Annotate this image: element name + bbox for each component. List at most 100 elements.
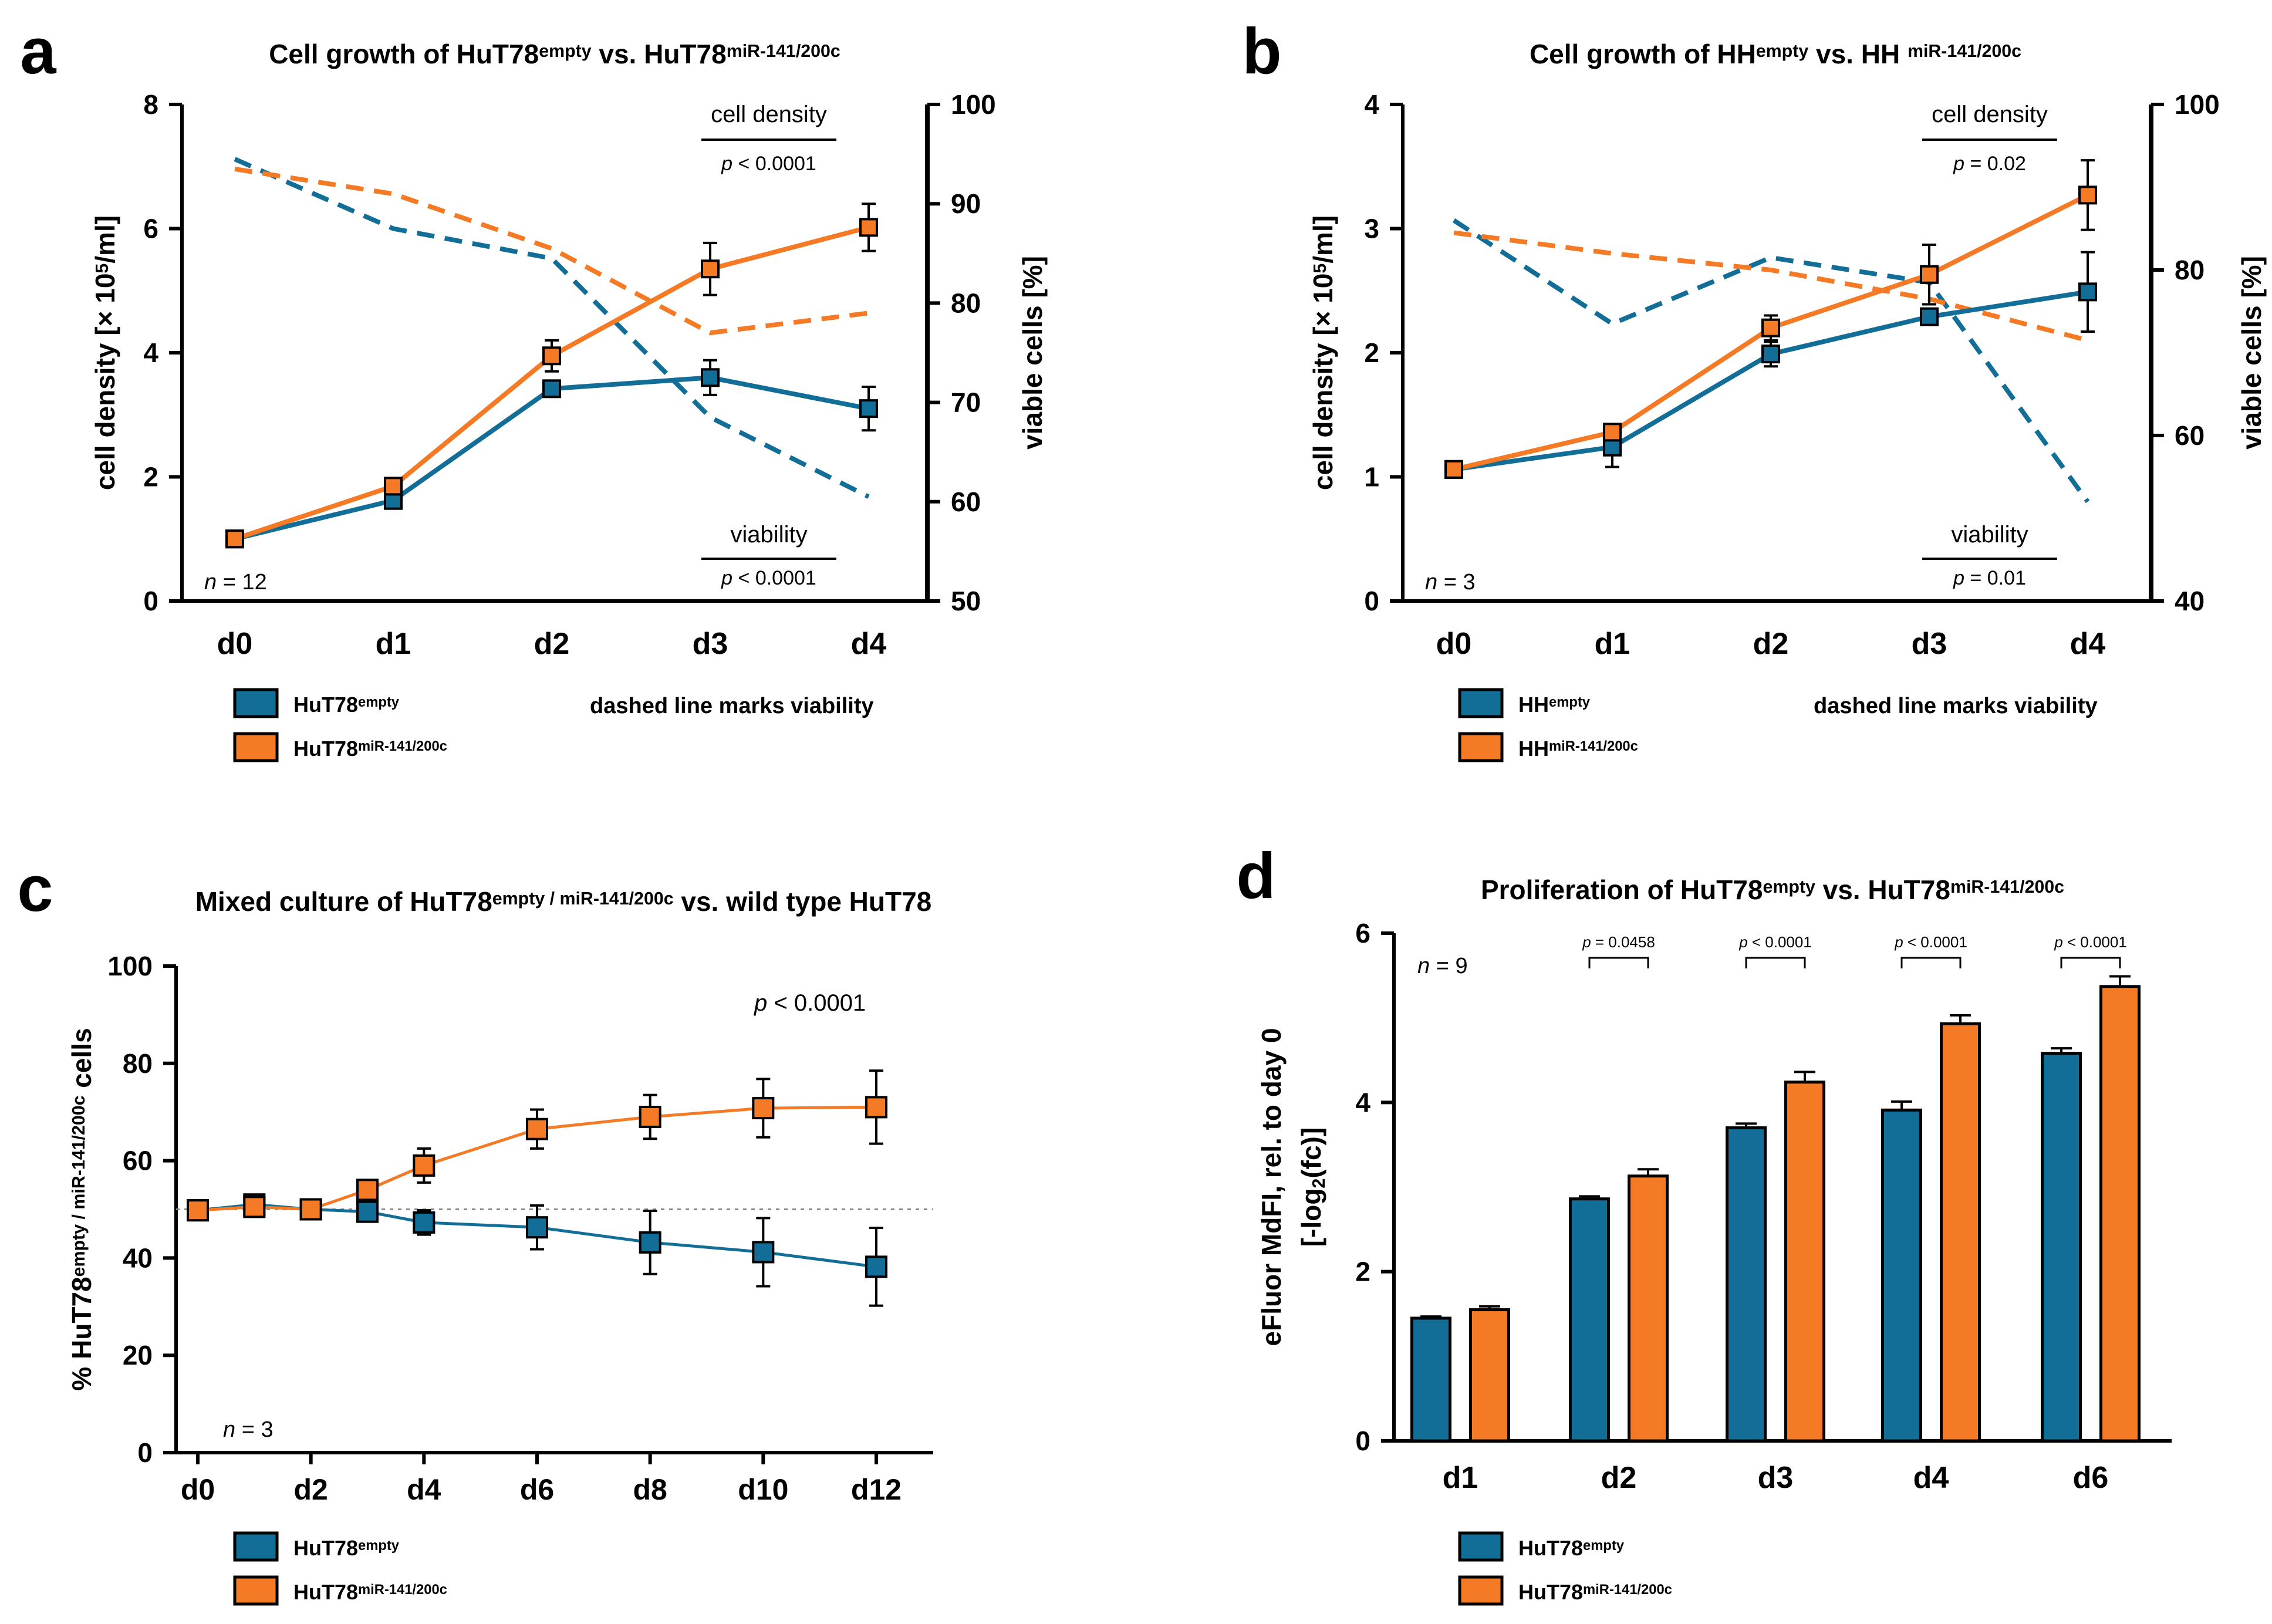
y-tick-label: 3 — [1364, 214, 1379, 244]
y2-tick-label: 40 — [2175, 586, 2205, 616]
y-tick-label: 0 — [143, 586, 158, 616]
y-axis-label-part: 5 — [93, 264, 112, 274]
y2-tick-label: 100 — [2175, 89, 2220, 120]
x-tick-label: d4 — [407, 1473, 441, 1506]
y-axis-label-part: /ml] — [1308, 215, 1338, 264]
data-point-empty — [752, 1241, 775, 1264]
n-label-part: n — [1417, 954, 1430, 978]
data-point-mir — [1603, 423, 1622, 442]
data-point-mir — [865, 1096, 887, 1119]
legend-note: dashed line marks viability — [590, 694, 874, 718]
legend-swatch-empty — [1458, 1531, 1504, 1562]
legend-label-part: miR-141/200c — [1583, 1582, 1672, 1598]
data-point-mir — [701, 259, 720, 279]
annotation-label: viability — [730, 522, 807, 548]
panel-letter: c — [17, 853, 53, 925]
p-value-label-part: < 0.0001 — [732, 567, 816, 589]
x-tick-label: d2 — [1601, 1461, 1637, 1495]
bar-empty — [2041, 1052, 2082, 1443]
panel-letter: b — [1242, 15, 1281, 87]
p-value-label-part: p — [721, 153, 732, 175]
y2-tick-label: 90 — [951, 188, 981, 219]
legend-label-part: empty — [1583, 1538, 1625, 1554]
bar-empty — [1881, 1108, 1922, 1443]
legend-label: HuT78miR-141/200c — [293, 737, 447, 761]
data-point-mir — [384, 477, 403, 496]
chart-title-part: vs. HH — [1808, 39, 1908, 69]
x-tick-label: d8 — [633, 1473, 667, 1506]
data-point-empty — [542, 379, 561, 399]
x-tick-label: d1 — [1443, 1461, 1478, 1495]
y-tick-label: 2 — [143, 462, 158, 492]
chart-title-part: vs. HuT78 — [592, 39, 727, 69]
panel-letter: a — [20, 15, 56, 87]
chart-title: Cell growth of HHempty vs. HH miR-141/20… — [1530, 39, 2021, 69]
data-point-empty — [701, 368, 720, 387]
y-axis-label: eFluor MdFI, rel. to day 0 — [1256, 1028, 1287, 1346]
legend-label: HHempty — [1518, 693, 1591, 717]
y2-tick-label: 80 — [951, 288, 981, 318]
chart-title: Proliferation of HuT78empty vs. HuT78miR… — [1481, 875, 2064, 905]
panel-c: c Mixed culture of HuT78empty / miR-141/2… — [17, 853, 933, 1606]
y-tick-label: 4 — [1364, 89, 1379, 120]
y-axis-label-line2-part: (fc)] — [1296, 1127, 1326, 1179]
y-axis-label-line2-part: 2 — [1309, 1179, 1329, 1189]
legend-label-part: HH — [1518, 693, 1549, 717]
x-tick-label: d1 — [376, 627, 411, 661]
bar-mir — [1628, 1174, 1669, 1443]
y-tick-label: 100 — [107, 951, 153, 981]
y-axis-label-part: 5 — [1311, 264, 1330, 274]
p-value-label-part: p — [721, 567, 732, 589]
x-tick-label: d4 — [2070, 627, 2106, 661]
chart-title-part: empty — [1763, 877, 1815, 897]
p-value-label: p = 0.02 — [1953, 153, 2026, 175]
annotation-label: cell density — [1932, 102, 2048, 127]
y2-tick-label: 70 — [951, 387, 981, 418]
legend-label-part: empty — [1549, 694, 1591, 710]
panel-b: b Cell growth of HHempty vs. HH miR-141/2… — [1242, 15, 2267, 762]
data-point-empty — [2078, 282, 2097, 302]
p-value-label: p < 0.0001 — [721, 153, 816, 175]
legend-label: HuT78miR-141/200c — [293, 1580, 447, 1604]
p-value-label: p < 0.0001 — [1738, 933, 1812, 951]
p-value-label-part: p — [1894, 933, 1903, 951]
x-tick-label: d6 — [520, 1473, 554, 1506]
data-point-mir — [1761, 318, 1780, 337]
data-point-empty — [865, 1255, 887, 1278]
viability-line-empty — [1452, 218, 2090, 504]
y-tick-label: 8 — [143, 89, 158, 120]
x-tick-label: d3 — [1758, 1461, 1794, 1495]
y2-axis-label: viable cells [%] — [2236, 256, 2267, 450]
annotation-label: cell density — [711, 102, 827, 127]
bar-empty — [1726, 1126, 1767, 1443]
x-tick-label: d6 — [2073, 1461, 2109, 1495]
n-label-part: n — [223, 1417, 235, 1442]
p-value-label-part: p — [1738, 933, 1747, 951]
x-tick-label: d1 — [1595, 627, 1630, 661]
data-point-mir — [299, 1198, 322, 1221]
legend-label: HHmiR-141/200c — [1518, 737, 1638, 761]
p-value-label-part: = 0.01 — [1964, 567, 2026, 589]
p-value-label: p = 0.0458 — [1582, 933, 1655, 951]
p-value-label-part: p — [754, 990, 767, 1016]
legend-label: HuT78empty — [1518, 1536, 1625, 1560]
x-tick-label: d12 — [851, 1473, 902, 1506]
legend-label-part: HuT78 — [293, 1536, 358, 1560]
data-point-mir — [187, 1199, 209, 1222]
y-axis-label-line2-part: [-log — [1296, 1189, 1326, 1247]
y-tick-label: 2 — [1364, 337, 1379, 368]
p-value-label-part: p — [2054, 933, 2062, 951]
n-label: n = 3 — [1425, 570, 1476, 595]
legend-swatch-mir — [233, 1575, 279, 1606]
legend-label-part: empty — [358, 694, 400, 710]
bar-mir — [2099, 985, 2141, 1443]
n-label: n = 12 — [204, 570, 267, 595]
n-label-part: n — [1425, 570, 1437, 595]
data-point-empty — [1761, 345, 1780, 364]
x-tick-label: d0 — [217, 627, 253, 661]
x-tick-label: d4 — [1913, 1461, 1949, 1495]
legend-label-part: HuT78 — [1518, 1536, 1583, 1560]
chart-title-part: empty / miR-141/200c — [492, 889, 674, 909]
panel-d: d Proliferation of HuT78empty vs. HuT78mi… — [1236, 840, 2172, 1606]
legend-label: HuT78miR-141/200c — [1518, 1580, 1672, 1604]
